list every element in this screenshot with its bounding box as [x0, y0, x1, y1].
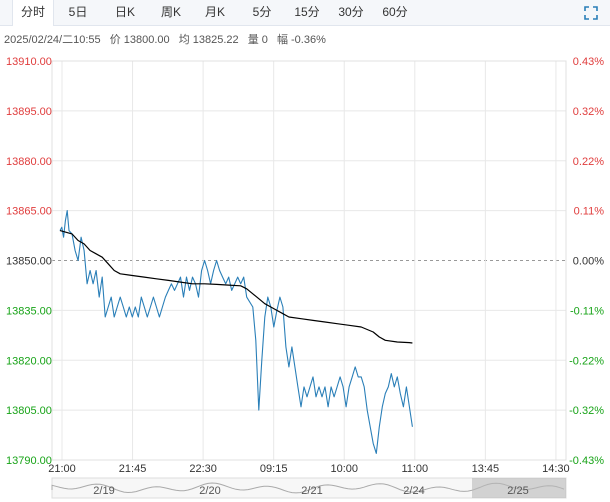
y-tick-label: 13910.00 [6, 56, 52, 68]
tab-30min[interactable]: 30分 [338, 5, 364, 19]
info-average: 均 13825.22 [178, 34, 239, 46]
pct-tick-label: 0.32% [573, 106, 604, 118]
pct-tick-label: 0.00% [573, 256, 604, 268]
pct-tick-label: -0.32% [569, 405, 604, 417]
pct-tick-label: 0.11% [574, 206, 605, 218]
y-tick-label: 13895.00 [6, 106, 52, 118]
y-tick-label: 13805.00 [6, 405, 52, 417]
price-line [59, 210, 413, 454]
y-tick-label: 13880.00 [6, 156, 52, 168]
x-tick-label: 14:30 [542, 463, 570, 475]
y-tick-label: 13850.00 [6, 256, 52, 268]
info-change: 幅 -0.36% [276, 34, 326, 46]
navigator-date-label: 2/20 [199, 485, 220, 497]
pct-tick-label: -0.22% [569, 355, 604, 367]
pct-tick-label: -0.43% [569, 455, 604, 467]
tab-weekly-k[interactable]: 周K [160, 5, 181, 19]
quote-info-bar: 2025/02/24/二10:55 价 13800.00 均 13825.22 … [4, 31, 332, 47]
x-tick-label: 10:00 [330, 463, 358, 475]
pct-tick-label: -0.11% [570, 305, 604, 317]
x-tick-label: 21:45 [119, 463, 147, 475]
y-tick-label: 13835.00 [6, 305, 52, 317]
expand-icon[interactable] [584, 6, 598, 20]
pct-tick-label: 0.22% [573, 156, 604, 168]
tab-5min[interactable]: 5分 [252, 5, 272, 19]
tab-daily-k[interactable]: 日K [114, 5, 135, 19]
x-tick-label: 21:00 [48, 463, 76, 475]
tab-monthly-k[interactable]: 月K [204, 5, 225, 19]
tab-60min[interactable]: 60分 [382, 5, 408, 19]
x-tick-label: 13:45 [472, 463, 500, 475]
y-tick-label: 13865.00 [6, 206, 52, 218]
navigator-date-label: 2/25 [507, 485, 528, 497]
x-tick-label: 09:15 [260, 463, 288, 475]
x-tick-label: 11:00 [401, 463, 428, 475]
period-tab-bar: 分时 5日 日K 周K 月K 5分 15分 30分 60分 [0, 0, 610, 26]
info-price: 价 13800.00 [109, 34, 170, 46]
y-tick-label: 13820.00 [6, 355, 52, 367]
pct-tick-label: 0.43% [573, 56, 604, 68]
navigator-date-label: 2/19 [93, 485, 114, 497]
navigator-window [472, 478, 566, 498]
info-volume: 量 0 [247, 34, 268, 46]
tab-5day[interactable]: 5日 [68, 5, 88, 19]
navigator-date-label: 2/21 [301, 485, 322, 497]
tab-intraday[interactable]: 分时 [12, 0, 54, 26]
tab-15min[interactable]: 15分 [294, 5, 320, 19]
y-tick-label: 13790.00 [6, 455, 52, 467]
plot-frame [51, 60, 567, 461]
info-datetime: 2025/02/24/二10:55 [4, 34, 101, 46]
x-tick-label: 22:30 [189, 463, 217, 475]
navigator-date-label: 2/24 [403, 485, 424, 497]
average-price-line [59, 230, 413, 344]
